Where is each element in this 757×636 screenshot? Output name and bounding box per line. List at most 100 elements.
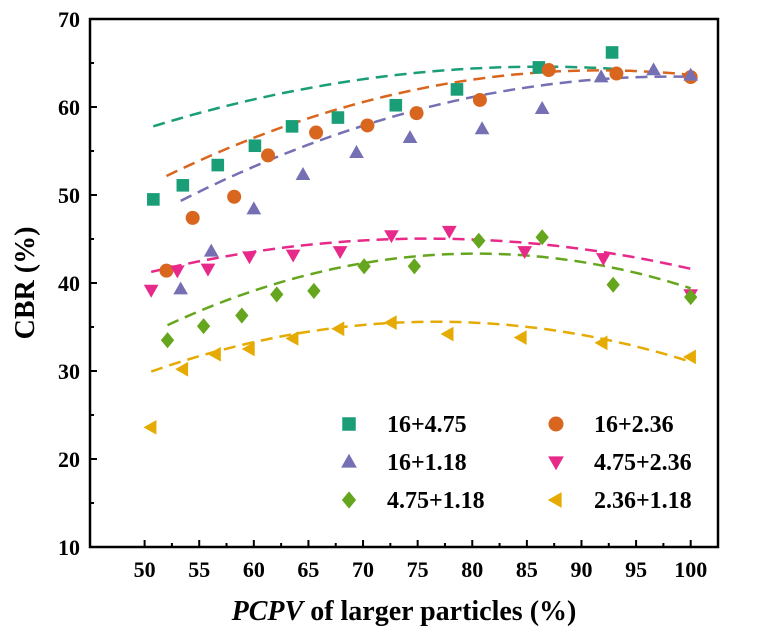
legend-label: 4.75+2.36 [594, 450, 692, 476]
x-tick-label: 100 [674, 557, 707, 582]
data-point-series-5 [606, 276, 620, 293]
x-tick-label: 85 [516, 557, 538, 582]
y-tick-label: 30 [58, 359, 80, 384]
data-point-series-6 [207, 346, 221, 362]
fit-curve-series-4 [150, 237, 691, 274]
data-point-series-1 [389, 98, 403, 112]
data-point-series-3 [683, 67, 699, 81]
data-point-series-5 [357, 258, 371, 275]
data-point-series-3 [173, 281, 189, 295]
data-point-series-2 [309, 125, 324, 140]
data-point-series-2 [409, 106, 424, 121]
legend-marker [548, 456, 564, 471]
data-point-series-6 [241, 341, 255, 357]
x-tick-label: 50 [134, 557, 156, 582]
data-point-series-4 [384, 230, 399, 244]
legend-label: 16+1.18 [387, 450, 467, 476]
data-point-series-6 [440, 326, 454, 342]
data-point-series-4 [595, 253, 611, 267]
y-tick-label: 10 [58, 535, 80, 560]
x-tick-label: 95 [625, 557, 647, 582]
legend-label: 4.75+1.18 [387, 488, 485, 514]
data-point-series-1 [331, 111, 345, 124]
legend: 16+4.75 16+2.36 16+1.18 4.75+2.36 4.75+1.18 2… [341, 412, 692, 514]
data-point-series-3 [349, 145, 364, 159]
x-axis-title-italic: PCPV [231, 596, 306, 627]
data-point-series-5 [684, 289, 698, 306]
data-point-series-4 [517, 246, 533, 260]
x-tick-labels: 50 55 60 65 70 75 80 85 90 95 100 [134, 557, 708, 582]
data-point-series-6 [383, 315, 397, 330]
data-point-series-3 [593, 69, 609, 83]
data-point-series-1 [248, 139, 262, 153]
data-point-series-6 [175, 361, 189, 377]
data-point-series-1 [211, 158, 225, 172]
y-tick-label: 40 [58, 271, 80, 296]
data-point-series-1 [176, 179, 190, 192]
y-tick-label: 50 [58, 183, 80, 208]
data-point-series-4 [170, 265, 185, 279]
data-point-series-5 [307, 282, 321, 299]
y-axis-title: CBR (%) [10, 227, 41, 340]
legend-label: 2.36+1.18 [594, 488, 692, 514]
fit-curve-series-2 [165, 69, 691, 178]
data-point-series-2 [227, 189, 242, 204]
legend-marker [342, 417, 356, 431]
data-point-series-2 [360, 118, 375, 133]
data-point-series-2 [541, 63, 556, 78]
data-point-series-1 [605, 46, 619, 59]
legend-label: 16+4.75 [387, 412, 467, 438]
legend-marker [547, 492, 562, 508]
data-point-series-4 [441, 225, 457, 239]
legend-marker [548, 416, 564, 432]
x-tick-label: 70 [352, 557, 374, 582]
data-point-series-4 [143, 284, 159, 298]
data-point-series-5 [235, 307, 249, 324]
fit-curve-series-5 [166, 252, 692, 327]
axis-ticks [90, 18, 692, 548]
fit-curve-series-6 [150, 320, 692, 373]
data-point-series-6 [331, 321, 345, 337]
data-point-series-6 [513, 330, 527, 345]
data-point-series-2 [472, 92, 487, 107]
data-point-series-5 [535, 229, 549, 246]
data-point-series-4 [332, 246, 348, 260]
x-tick-label: 60 [243, 557, 265, 582]
data-point-series-2 [159, 263, 174, 278]
legend-marker [341, 453, 357, 468]
fit-curve-series-3 [180, 75, 691, 203]
x-tick-label: 75 [407, 557, 429, 582]
data-point-series-4 [242, 251, 257, 265]
data-point-series-3 [295, 167, 311, 181]
data-point-series-5 [196, 318, 211, 335]
data-point-series-1 [147, 193, 160, 206]
y-tick-labels: 10 20 30 40 50 60 70 [58, 7, 80, 560]
data-point-series-4 [285, 249, 301, 263]
data-point-series-3 [474, 121, 490, 135]
legend-label: 16+2.36 [594, 412, 674, 438]
data-point-series-6 [682, 349, 696, 365]
x-tick-label: 55 [188, 557, 210, 582]
data-point-series-6 [285, 331, 299, 346]
data-point-series-3 [402, 130, 418, 144]
legend-marker [341, 491, 357, 509]
data-point-series-5 [270, 286, 284, 303]
data-point-series-5 [160, 332, 175, 349]
data-point-series-2 [609, 66, 624, 81]
data-point-series-3 [203, 243, 219, 257]
data-point-series-1 [285, 120, 299, 133]
y-tick-label: 70 [58, 7, 80, 32]
data-point-series-4 [200, 263, 216, 277]
data-point-series-2 [185, 210, 200, 225]
data-point-series-5 [407, 258, 422, 275]
data-point-series-5 [472, 232, 486, 249]
x-axis-title-rest: of larger particles (%) [303, 596, 576, 627]
data-point-series-6 [594, 335, 608, 351]
data-point-series-2 [261, 148, 276, 163]
data-point-series-3 [246, 201, 262, 215]
x-tick-label: 65 [297, 557, 319, 582]
x-tick-label: 80 [461, 557, 483, 582]
x-axis-title: PCPV of larger particles (%) [231, 596, 577, 627]
y-tick-label: 20 [58, 447, 80, 472]
